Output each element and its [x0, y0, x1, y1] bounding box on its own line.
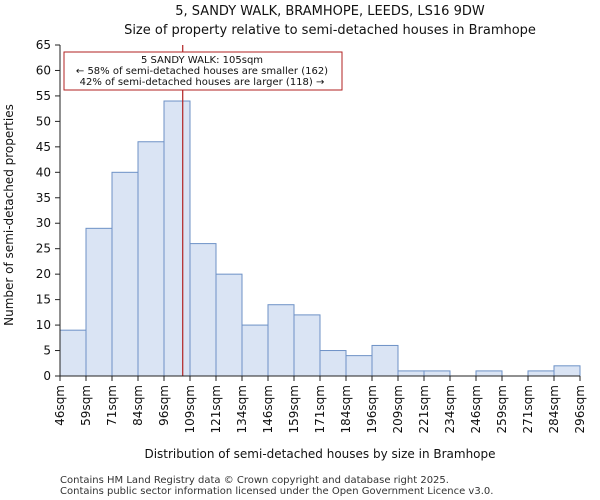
bar-196sqm	[371, 344, 399, 377]
x-tick-label-46sqm: 46sqm	[53, 385, 67, 426]
y-tick-label-35: 35	[36, 191, 51, 205]
bar-59sqm	[85, 227, 113, 377]
bar-159sqm	[293, 314, 321, 377]
footer-line2: Contains public sector information licen…	[60, 486, 493, 497]
annotation-line1: 5 SANDY WALK: 105sqm	[141, 55, 263, 66]
bar-71sqm	[111, 171, 139, 377]
x-tick-label-259sqm: 259sqm	[495, 385, 509, 433]
x-tick-label-71sqm: 71sqm	[105, 385, 119, 426]
x-tick-label-84sqm: 84sqm	[131, 385, 145, 426]
bar-209sqm	[397, 370, 425, 377]
bar-84sqm	[137, 141, 165, 377]
x-tick-label-284sqm: 284sqm	[547, 385, 561, 433]
bar-96sqm	[163, 100, 191, 377]
y-tick-label-30: 30	[36, 216, 51, 230]
x-tick-label-146sqm: 146sqm	[261, 385, 275, 433]
x-tick-label-59sqm: 59sqm	[79, 385, 93, 426]
x-axis-ticks: 46sqm 59sqm 71sqm 84sqm 96sqm 109sqm 121sqm 134…	[53, 376, 587, 433]
y-tick-label-25: 25	[36, 242, 51, 256]
y-tick-label-40: 40	[36, 165, 51, 179]
x-tick-label-196sqm: 196sqm	[365, 385, 379, 433]
x-tick-label-246sqm: 246sqm	[469, 385, 483, 433]
x-tick-label-271sqm: 271sqm	[521, 385, 535, 433]
annotation-line2: ← 58% of semi-detached houses are smalle…	[76, 66, 328, 77]
x-tick-label-109sqm: 109sqm	[183, 385, 197, 433]
x-tick-label-121sqm: 121sqm	[209, 385, 223, 433]
x-tick-label-221sqm: 221sqm	[417, 385, 431, 433]
chart-subtitle: Size of property relative to semi-detach…	[124, 23, 536, 38]
x-tick-label-171sqm: 171sqm	[313, 385, 327, 433]
bar-284sqm	[553, 365, 581, 377]
y-axis-ticks: 0 5 10 15 20 25 30 35 40 45 50 55 60 65	[36, 38, 60, 383]
y-tick-label-20: 20	[36, 267, 51, 281]
x-tick-label-234sqm: 234sqm	[443, 385, 457, 433]
x-tick-label-96sqm: 96sqm	[157, 385, 171, 426]
x-tick-label-159sqm: 159sqm	[287, 385, 301, 433]
y-tick-label-5: 5	[43, 344, 51, 358]
annotation-box: 5 SANDY WALK: 105sqm ← 58% of semi-detac…	[63, 51, 343, 91]
x-tick-label-209sqm: 209sqm	[391, 385, 405, 433]
bar-134sqm	[241, 324, 269, 377]
y-tick-label-60: 60	[36, 63, 51, 77]
y-tick-label-45: 45	[36, 140, 51, 154]
chart-title: 5, SANDY WALK, BRAMHOPE, LEEDS, LS16 9DW	[175, 4, 485, 19]
x-tick-label-296sqm: 296sqm	[573, 385, 587, 433]
y-tick-label-0: 0	[43, 369, 51, 383]
bar-171sqm	[319, 350, 347, 377]
x-tick-label-134sqm: 134sqm	[235, 385, 249, 433]
bar-184sqm	[345, 355, 373, 377]
y-axis-label: Number of semi-detached properties	[2, 104, 16, 326]
y-tick-label-50: 50	[36, 114, 51, 128]
bar-221sqm	[423, 370, 451, 377]
y-tick-label-15: 15	[36, 293, 51, 307]
y-tick-label-55: 55	[36, 89, 51, 103]
bar-121sqm	[215, 273, 243, 377]
annotation-frame	[63, 51, 343, 91]
bars-group	[59, 100, 581, 377]
y-tick-label-10: 10	[36, 318, 51, 332]
bar-146sqm	[267, 304, 295, 377]
footer-line1: Contains HM Land Registry data © Crown c…	[60, 475, 449, 486]
x-tick-label-184sqm: 184sqm	[339, 385, 353, 433]
bar-246sqm	[475, 370, 503, 377]
annotation-line3: 42% of semi-detached houses are larger (…	[80, 77, 325, 88]
bar-271sqm	[527, 370, 555, 377]
y-tick-label-65: 65	[36, 38, 51, 52]
bar-46sqm	[59, 329, 87, 377]
bar-109sqm	[189, 243, 217, 377]
x-axis-label: Distribution of semi-detached houses by …	[144, 447, 495, 461]
